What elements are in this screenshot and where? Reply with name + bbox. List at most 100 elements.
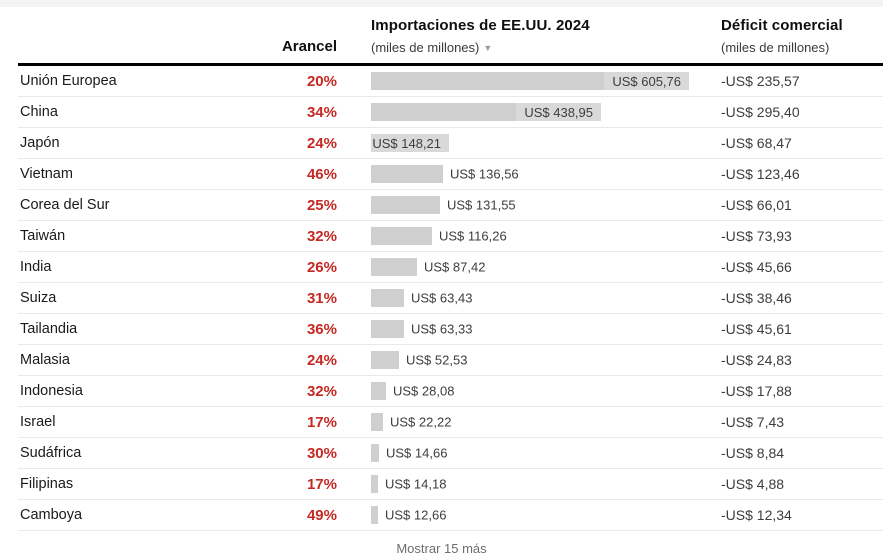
table-row: Sudáfrica 30% US$ 14,66 -US$ 8,84: [18, 438, 883, 469]
tariff-cell: 24%: [306, 351, 337, 369]
table-row: Indonesia 32% US$ 28,08 -US$ 17,88: [18, 376, 883, 407]
table-row: Corea del Sur 25% US$ 131,55 -US$ 66,01: [18, 190, 883, 221]
country-cell: Camboya: [20, 507, 83, 523]
tariff-cell: 24%: [306, 134, 337, 152]
deficit-value: -US$ 123,46: [721, 166, 800, 182]
imports-bar-cell: US$ 14,18: [371, 475, 717, 493]
imports-bar-cell: US$ 14,66: [371, 444, 717, 462]
sort-desc-icon[interactable]: ▼: [483, 43, 493, 53]
imports-bar-cell: US$ 136,56: [371, 165, 717, 183]
imports-bar-cell: US$ 438,95: [371, 103, 717, 121]
country-cell: Israel: [20, 414, 56, 430]
imports-bar-cell: US$ 116,26: [371, 227, 717, 245]
imports-value: US$ 14,66: [386, 445, 448, 461]
imports-bar-cell: US$ 52,53: [371, 351, 717, 369]
deficit-value: -US$ 295,40: [721, 104, 800, 120]
imports-bar-cell: US$ 87,42: [371, 258, 717, 276]
country-cell: Indonesia: [20, 383, 83, 399]
imports-bar: [371, 320, 404, 338]
imports-value: US$ 63,43: [411, 290, 473, 306]
table-row: Filipinas 17% US$ 14,18 -US$ 4,88: [18, 469, 883, 500]
imports-value: US$ 438,95: [516, 103, 601, 121]
imports-value: US$ 605,76: [604, 72, 689, 90]
imports-value: US$ 52,53: [406, 352, 468, 368]
tariff-cell: 26%: [306, 258, 337, 276]
table-body: Unión Europea 20% US$ 605,76 -US$ 235,57 Chi…: [18, 66, 883, 531]
column-header-arancel: Arancel: [281, 38, 337, 55]
deficit-value: -US$ 73,93: [721, 228, 792, 244]
imports-value: US$ 22,22: [390, 414, 452, 430]
imports-bar: US$ 438,95: [371, 103, 601, 121]
tariff-cell: 17%: [306, 413, 337, 431]
deficit-column-subtitle: (miles de millones): [721, 40, 830, 55]
table-row: Israel 17% US$ 22,22 -US$ 7,43: [18, 407, 883, 438]
table-header: Arancel Importaciones de EE.UU. 2024 (mi…: [18, 7, 883, 63]
country-cell: Tailandia: [20, 321, 78, 337]
imports-bar-cell: US$ 28,08: [371, 382, 717, 400]
deficit-value: -US$ 45,61: [721, 321, 792, 337]
tariff-cell: 30%: [306, 444, 337, 462]
imports-column-title: Importaciones de EE.UU. 2024: [371, 17, 590, 34]
tariff-cell: 32%: [306, 227, 337, 245]
deficit-value: -US$ 8,84: [721, 445, 785, 461]
table-row: Suiza 31% US$ 63,43 -US$ 38,46: [18, 283, 883, 314]
table-row: China 34% US$ 438,95 -US$ 295,40: [18, 97, 883, 128]
column-header-imports[interactable]: Importaciones de EE.UU. 2024 (miles de m…: [371, 17, 717, 55]
imports-bar: [371, 227, 432, 245]
top-band: [0, 0, 883, 7]
country-cell: Sudáfrica: [20, 445, 82, 461]
table-row: Unión Europea 20% US$ 605,76 -US$ 235,57: [18, 66, 883, 97]
tariff-cell: 34%: [306, 103, 337, 121]
imports-bar-cell: US$ 63,43: [371, 289, 717, 307]
table-row: Taiwán 32% US$ 116,26 -US$ 73,93: [18, 221, 883, 252]
table-row: Malasia 24% US$ 52,53 -US$ 24,83: [18, 345, 883, 376]
imports-bar: [371, 196, 440, 214]
deficit-value: -US$ 7,43: [721, 414, 785, 430]
imports-bar-cell: US$ 148,21: [364, 134, 717, 152]
imports-bar: US$ 148,21: [364, 134, 449, 152]
table-row: Japón 24% US$ 148,21 -US$ 68,47: [18, 128, 883, 159]
deficit-value: -US$ 45,66: [721, 259, 792, 275]
tariff-cell: 46%: [306, 165, 337, 183]
deficit-value: -US$ 12,34: [721, 507, 792, 523]
country-cell: Vietnam: [20, 166, 73, 182]
imports-bar: [371, 382, 386, 400]
table-row: India 26% US$ 87,42 -US$ 45,66: [18, 252, 883, 283]
country-cell: Taiwán: [20, 228, 66, 244]
imports-bar: [371, 165, 443, 183]
deficit-value: -US$ 4,88: [721, 476, 785, 492]
imports-value: US$ 12,66: [385, 507, 447, 523]
imports-value: US$ 148,21: [364, 134, 449, 152]
country-cell: Suiza: [20, 290, 57, 306]
table-row: Vietnam 46% US$ 136,56 -US$ 123,46: [18, 159, 883, 190]
show-more-button[interactable]: Mostrar 15 más: [0, 540, 883, 557]
imports-bar-cell: US$ 605,76: [371, 72, 717, 90]
table-row: Camboya 49% US$ 12,66 -US$ 12,34: [18, 500, 883, 531]
tariff-imports-table: Arancel Importaciones de EE.UU. 2024 (mi…: [0, 7, 883, 531]
tariff-cell: 31%: [306, 289, 337, 307]
imports-bar-cell: US$ 63,33: [371, 320, 717, 338]
deficit-value: -US$ 68,47: [721, 135, 792, 151]
imports-bar-cell: US$ 22,22: [371, 413, 717, 431]
tariff-cell: 20%: [306, 72, 337, 90]
imports-bar-cell: US$ 131,55: [371, 196, 717, 214]
imports-value: US$ 116,26: [439, 228, 507, 244]
deficit-value: -US$ 17,88: [721, 383, 792, 399]
imports-value: US$ 131,55: [447, 197, 516, 213]
imports-bar: [371, 351, 399, 369]
deficit-value: -US$ 38,46: [721, 290, 792, 306]
imports-value: US$ 87,42: [424, 259, 486, 275]
country-cell: India: [20, 259, 52, 275]
imports-value: US$ 28,08: [393, 383, 455, 399]
imports-value: US$ 136,56: [450, 166, 519, 182]
imports-bar: [371, 444, 379, 462]
country-cell: Japón: [20, 135, 60, 151]
country-cell: Malasia: [20, 352, 70, 368]
imports-value: US$ 14,18: [385, 476, 447, 492]
tariff-cell: 17%: [306, 475, 337, 493]
tariff-cell: 49%: [306, 506, 337, 524]
imports-value: US$ 63,33: [411, 321, 473, 337]
tariff-cell: 25%: [306, 196, 337, 214]
imports-bar: [371, 258, 417, 276]
imports-bar: [371, 506, 378, 524]
